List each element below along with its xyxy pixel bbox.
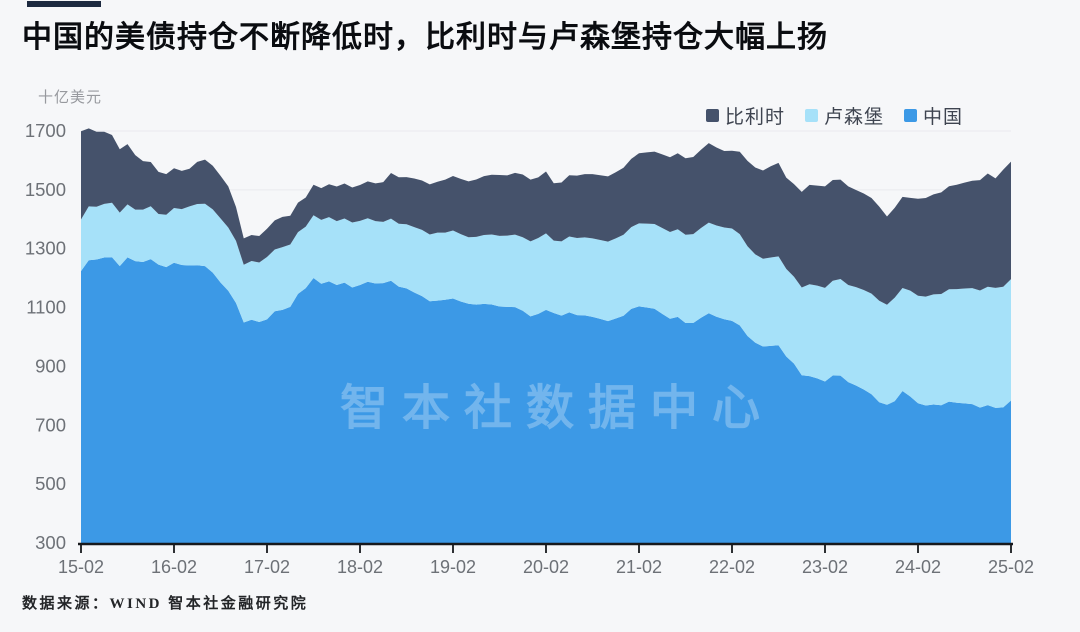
x-tick-label: 16-02	[151, 557, 197, 577]
legend-swatch-china	[904, 109, 918, 122]
source-note: 数据来源：WIND 智本社金融研究院	[22, 596, 309, 612]
accent-bar	[27, 1, 101, 7]
x-tick-label: 19-02	[430, 557, 476, 577]
y-tick-label: 1500	[25, 179, 66, 200]
y-tick-label: 500	[35, 473, 66, 494]
y-tick-label: 900	[35, 355, 66, 376]
y-tick-label: 1300	[25, 238, 66, 259]
area-series-belgium	[81, 128, 1011, 305]
x-tick-label: 15-02	[58, 557, 104, 577]
legend-label-luxembourg: 卢森堡	[824, 107, 885, 128]
x-tick-label: 25-02	[988, 557, 1034, 577]
chart-title: 中国的美债持仓不断降低时，比利时与卢森堡持仓大幅上扬	[22, 21, 828, 54]
y-tick-label: 300	[35, 532, 66, 553]
y-axis-unit-label: 十亿美元	[38, 89, 103, 106]
x-tick-label: 18-02	[337, 557, 383, 577]
x-tick-label: 20-02	[523, 557, 569, 577]
legend-label-belgium: 比利时	[725, 107, 786, 128]
y-tick-label: 700	[35, 414, 66, 435]
y-tick-label: 1100	[26, 297, 66, 318]
legend-swatch-luxembourg	[805, 109, 819, 122]
x-tick-label: 23-02	[802, 557, 848, 577]
legend-swatch-belgium	[706, 109, 719, 122]
x-tick-label: 22-02	[709, 557, 755, 577]
x-tick-label: 24-02	[895, 557, 941, 577]
area-series-china	[81, 257, 1011, 543]
x-tick-label: 17-02	[244, 557, 290, 577]
legend-item-belgium[interactable]: 比利时	[706, 102, 785, 129]
x-tick-label: 21-02	[616, 557, 662, 577]
y-tick-label: 1700	[25, 120, 66, 141]
legend-item-luxembourg[interactable]: 卢森堡	[805, 102, 884, 129]
legend-item-china[interactable]: 中国	[904, 102, 963, 129]
area-series-luxembourg	[81, 202, 1011, 408]
legend-label-china: 中国	[923, 107, 964, 128]
legend: 比利时 卢森堡 中国	[706, 102, 963, 129]
